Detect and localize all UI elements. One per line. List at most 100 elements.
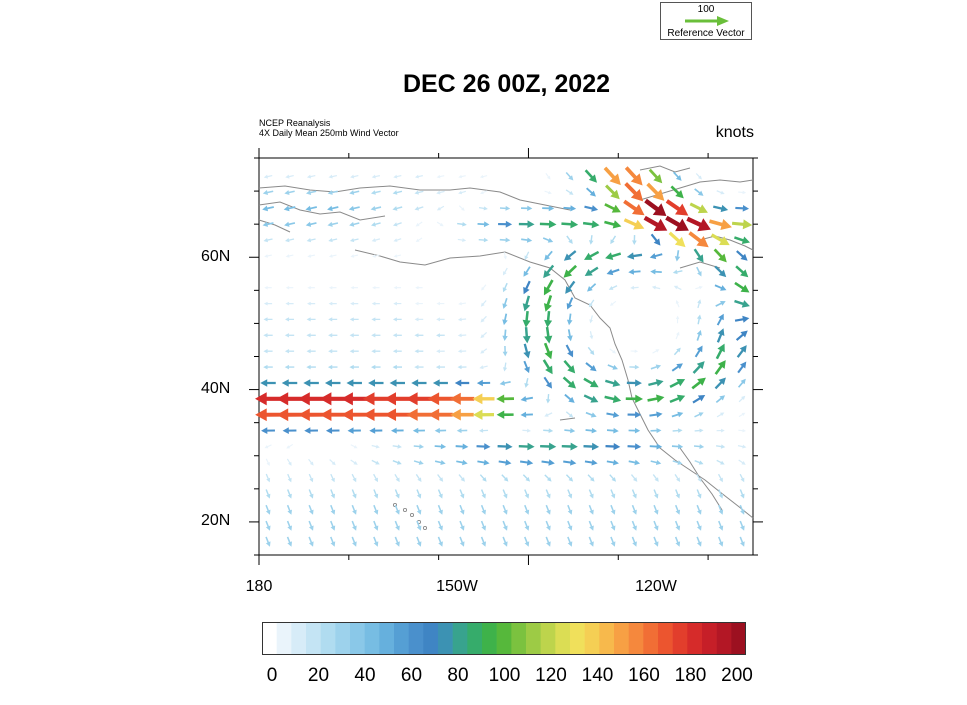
wind-arrow — [675, 300, 680, 308]
wind-arrow — [369, 427, 383, 434]
wind-arrow — [370, 205, 382, 211]
wind-arrow — [459, 536, 465, 547]
wind-arrow — [609, 300, 617, 306]
wind-arrow — [609, 474, 617, 482]
colorbar-swatch — [716, 622, 732, 655]
wind-arrow — [330, 504, 336, 515]
wind-arrow — [544, 474, 552, 482]
reference-vector-label: Reference Vector — [667, 28, 745, 39]
wind-arrow — [457, 365, 467, 370]
wind-arrow — [688, 231, 709, 248]
lon-label-180: 180 — [245, 578, 273, 595]
wind-arrow — [674, 520, 681, 531]
wind-arrow — [371, 444, 380, 449]
wind-arrow — [432, 379, 448, 387]
wind-arrow — [350, 254, 359, 258]
wind-arrow — [457, 221, 467, 227]
colorbar-swatch — [364, 622, 380, 655]
wind-arrow — [671, 411, 684, 418]
wind-arrow — [563, 264, 578, 278]
wind-arrow — [714, 265, 727, 278]
wind-arrow — [341, 408, 368, 422]
wind-arrow — [265, 536, 271, 547]
wind-arrow — [673, 347, 681, 356]
colorbar-swatch — [570, 622, 585, 655]
wind-arrow — [392, 444, 402, 449]
wind-arrow — [541, 459, 555, 466]
wind-arrow — [436, 333, 445, 338]
wind-arrow — [327, 205, 339, 212]
lon-label-120w: 120W — [635, 578, 677, 595]
wind-arrow — [415, 285, 423, 290]
wind-arrow — [502, 298, 508, 309]
wind-arrow — [689, 202, 708, 214]
wind-arrow — [545, 504, 551, 515]
wind-arrow — [477, 221, 490, 228]
wind-arrow — [566, 313, 573, 326]
wind-arrow — [502, 267, 508, 276]
wind-arrow — [626, 379, 642, 387]
wind-arrow — [691, 377, 706, 390]
lat-label-20n: 20N — [201, 512, 231, 529]
wind-arrow — [502, 329, 508, 341]
wind-arrow — [264, 285, 272, 290]
data-source-line1: NCEP Reanalysis — [259, 118, 331, 128]
wind-arrow — [567, 489, 573, 499]
wind-arrow — [543, 376, 553, 389]
wind-arrow — [542, 359, 553, 375]
wind-arrow — [587, 346, 595, 356]
wind-arrow — [610, 520, 616, 531]
wind-arrow — [623, 218, 645, 230]
wind-arrow — [606, 459, 619, 466]
wind-arrow — [522, 311, 531, 328]
wind-arrow — [715, 343, 725, 360]
wind-arrow — [450, 408, 474, 421]
wind-arrow — [351, 536, 357, 547]
colorbar-swatch — [423, 622, 439, 655]
wind-arrow — [459, 520, 465, 531]
wind-arrow — [606, 427, 619, 434]
wind-arrow — [306, 364, 316, 370]
wind-arrow — [373, 536, 379, 547]
colorbar-swatch — [672, 622, 688, 655]
wind-arrow — [281, 379, 298, 387]
wind-arrow — [457, 333, 467, 338]
wind-arrow — [265, 473, 271, 483]
wind-arrow — [563, 459, 577, 466]
wind-arrow — [286, 504, 292, 515]
wind-arrow — [630, 285, 639, 290]
wind-arrow — [589, 315, 594, 324]
colorbar-swatch — [335, 622, 351, 655]
colorbar-swatch — [540, 622, 556, 655]
wind-arrow — [480, 315, 487, 323]
wind-arrow — [567, 536, 573, 547]
wind-arrow — [473, 409, 494, 420]
wind-arrow — [650, 364, 662, 370]
wind-arrow — [480, 520, 487, 531]
wind-arrow — [480, 190, 488, 195]
wind-arrow — [717, 473, 723, 483]
wind-arrow — [713, 248, 727, 263]
wind-arrow — [672, 269, 683, 275]
wind-arrow — [263, 301, 273, 306]
wind-arrow — [696, 473, 702, 483]
colorbar-label: 120 — [535, 665, 567, 686]
wind-arrow — [588, 489, 594, 499]
wind-arrow — [588, 520, 594, 531]
wind-arrow — [458, 174, 466, 179]
wind-arrow — [306, 317, 316, 322]
reference-vector-value: 100 — [697, 4, 715, 15]
colorbar-swatch — [452, 622, 468, 655]
wind-arrow — [672, 428, 683, 433]
wind-arrow — [584, 205, 599, 212]
wind-arrow — [437, 489, 443, 499]
wind-arrow — [436, 221, 444, 227]
wind-arrow — [714, 360, 726, 375]
wind-arrow — [520, 411, 533, 418]
wind-arrow — [348, 205, 360, 212]
wind-arrow — [669, 378, 686, 389]
lat-label-40n: 40N — [201, 380, 231, 397]
wind-arrow — [392, 364, 403, 370]
wind-arrow — [306, 333, 316, 338]
wind-arrow — [734, 315, 750, 323]
